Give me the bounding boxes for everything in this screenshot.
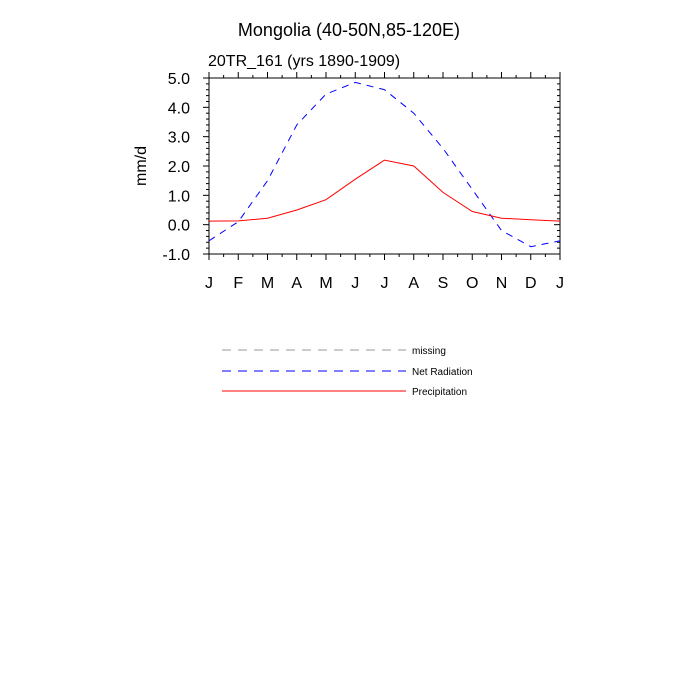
x-tick-label: A — [408, 275, 419, 292]
x-tick-label: J — [381, 275, 389, 292]
x-tick-label: M — [319, 275, 332, 292]
plot-frame — [208, 77, 561, 255]
x-tick-label: F — [233, 275, 243, 292]
chart-subtitle: 20TR_161 (yrs 1890-1909) — [208, 53, 400, 70]
legend-label: Net Radiation — [412, 367, 473, 378]
y-tick-label: 4.0 — [168, 100, 190, 117]
legend-label: Precipitation — [412, 387, 467, 398]
x-tick-label: J — [351, 275, 359, 292]
x-tick-label: S — [438, 275, 449, 292]
x-tick-label: M — [261, 275, 274, 292]
x-tick-label: N — [496, 275, 508, 292]
y-tick-label: 3.0 — [168, 130, 190, 147]
y-tick-label: 2.0 — [168, 159, 190, 176]
legend-label: missing — [412, 346, 446, 357]
y-axis-label: mm/d — [133, 146, 150, 186]
legend: missing Net Radiation Precipitation — [222, 346, 473, 398]
x-tick-label: J — [556, 275, 564, 292]
y-tick-labels: -1.0 0.0 1.0 2.0 3.0 4.0 5.0 — [162, 71, 190, 264]
x-tick-label: A — [291, 275, 302, 292]
series-line-net-radiation — [208, 81, 561, 248]
axis-ticks — [203, 72, 561, 260]
x-tick-label: D — [525, 275, 537, 292]
series-line-precipitation — [208, 159, 561, 222]
y-tick-label: 0.0 — [168, 218, 190, 235]
chart-title: Mongolia (40-50N,85-120E) — [238, 20, 460, 40]
y-tick-label: 1.0 — [168, 188, 190, 205]
x-tick-label: O — [466, 275, 478, 292]
series-lines — [208, 81, 561, 248]
y-tick-label: -1.0 — [162, 247, 190, 264]
y-tick-label: 5.0 — [168, 71, 190, 88]
x-tick-label: J — [205, 275, 213, 292]
